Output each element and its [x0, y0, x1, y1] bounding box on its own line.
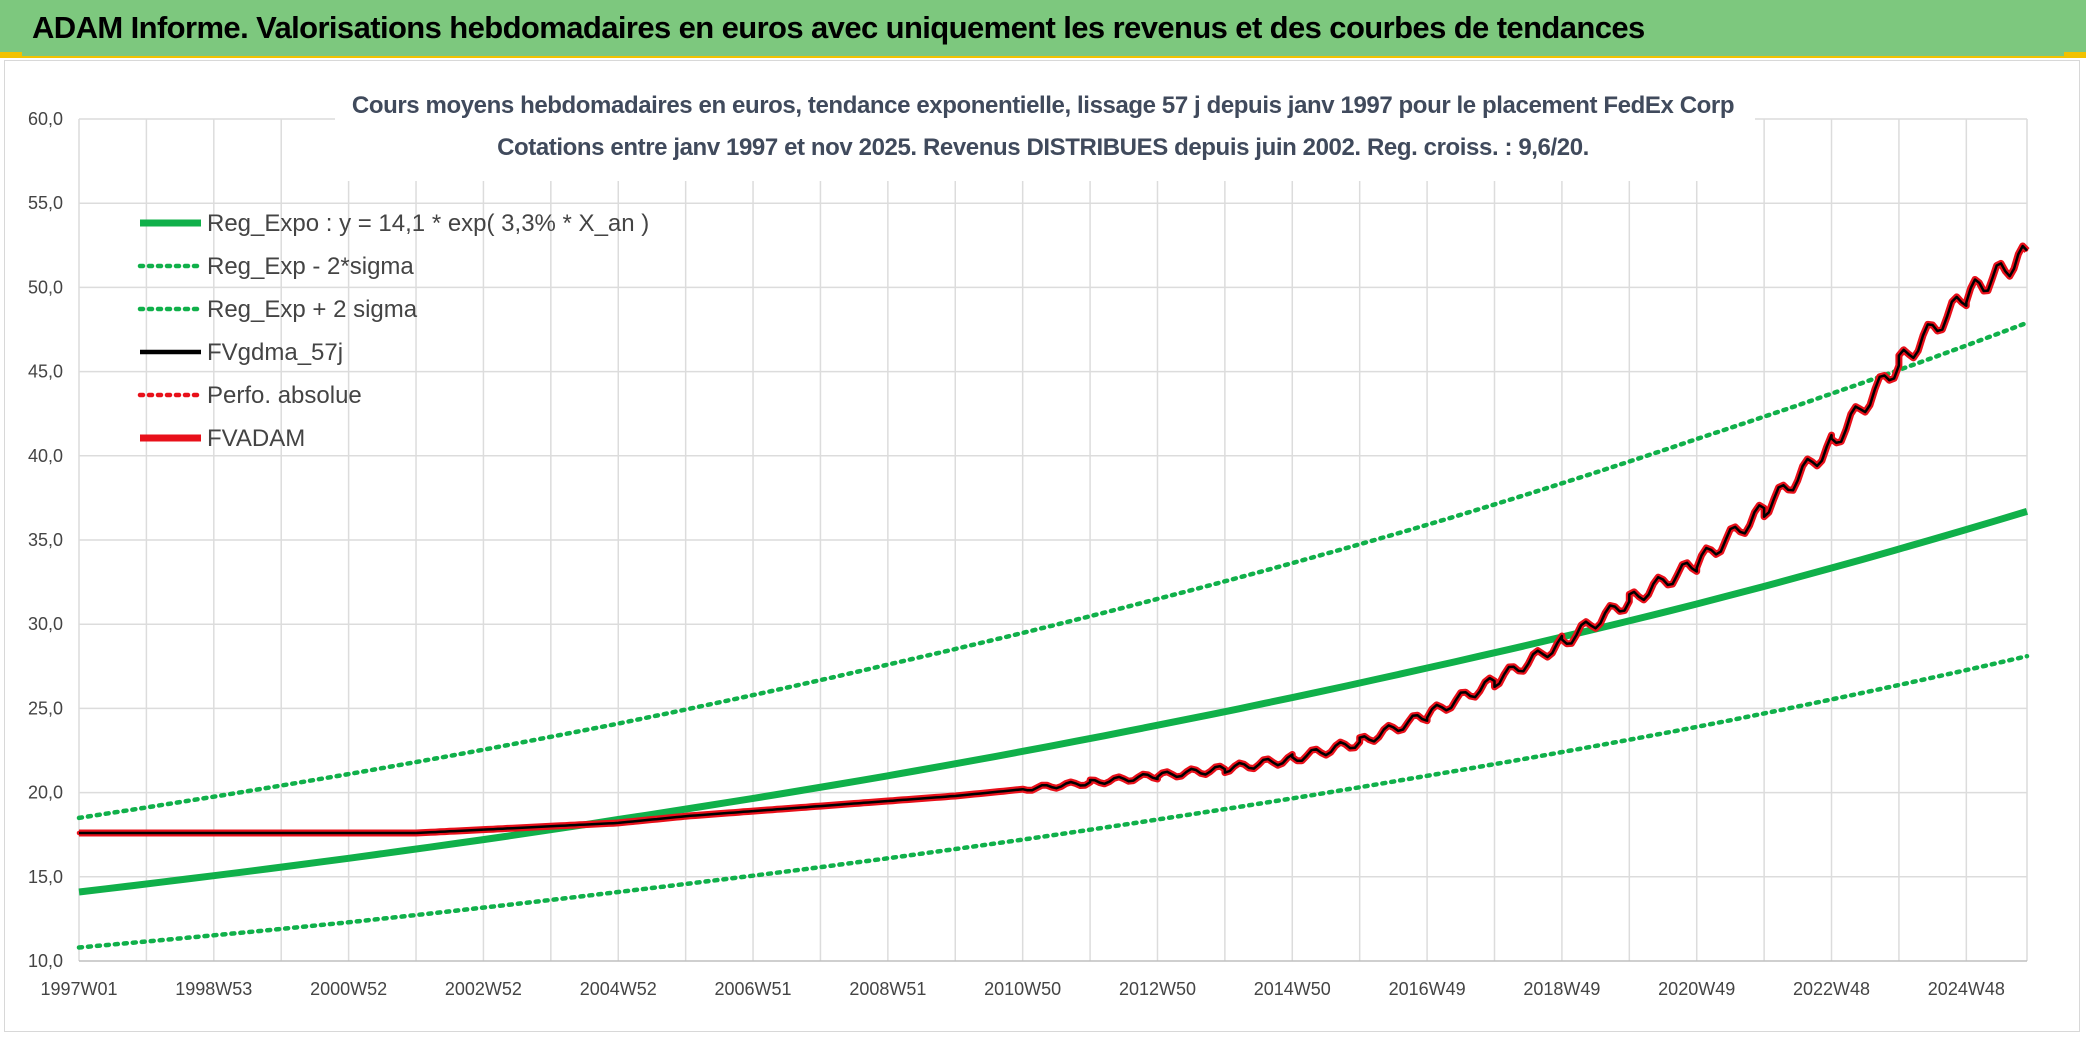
legend-label: Reg_Exp - 2*sigma — [207, 253, 414, 280]
y-tick-label: 20,0 — [28, 783, 63, 803]
legend-label: Reg_Exp + 2 sigma — [207, 296, 418, 323]
x-tick-label: 2022W48 — [1793, 979, 1870, 999]
y-tick-label: 55,0 — [28, 193, 63, 213]
legend-label: Reg_Expo : y = 14,1 * exp( 3,3% * X_an ) — [207, 210, 649, 237]
grid — [78, 118, 2028, 961]
legend-fvadam: FVADAM — [140, 425, 305, 452]
x-tick-label: 2020W49 — [1658, 979, 1735, 999]
reg-plus-sigma-line — [76, 320, 2030, 821]
chart-title-line-2: Cotations entre janv 1997 et nov 2025. R… — [497, 134, 1589, 161]
legend: Reg_Expo : y = 14,1 * exp( 3,3% * X_an )… — [137, 210, 649, 452]
y-tick-label: 45,0 — [28, 362, 63, 382]
reg-minus-sigma-line — [76, 653, 2030, 950]
x-tick-label: 2016W49 — [1389, 979, 1466, 999]
axes: 10,0 15,0 20,0 25,0 30,0 35,0 40,0 45,0 50,0 55,0… — [28, 109, 2027, 999]
reg-expo-line — [78, 508, 2029, 896]
x-tick-label: 2012W50 — [1119, 979, 1196, 999]
y-tick-label: 50,0 — [28, 277, 63, 297]
x-tick-label: 2010W50 — [984, 979, 1061, 999]
y-tick-label: 40,0 — [28, 446, 63, 466]
x-tick-label: 2002W52 — [445, 979, 522, 999]
legend-label: Perfo. absolue — [207, 382, 362, 409]
y-tick-label: 15,0 — [28, 867, 63, 887]
y-tick-label: 60,0 — [28, 109, 63, 129]
chart-frame: 10,0 15,0 20,0 25,0 30,0 35,0 40,0 45,0 50,0 55,0… — [4, 60, 2080, 1032]
corner-accent-left — [0, 52, 22, 58]
corner-accent-right — [2064, 52, 2086, 58]
x-tick-label: 2004W52 — [580, 979, 657, 999]
y-tick-label: 10,0 — [28, 951, 63, 971]
x-tick-label: 2024W48 — [1928, 979, 2005, 999]
y-tick-label: 25,0 — [28, 698, 63, 718]
page-title: ADAM Informe. Valorisations hebdomadaire… — [32, 10, 1645, 45]
x-tick-label: 2014W50 — [1254, 979, 1331, 999]
legend-reg-minus-sigma: Reg_Exp - 2*sigma — [137, 253, 414, 280]
x-tick-label: 2018W49 — [1523, 979, 1600, 999]
x-tick-label: 1998W53 — [175, 979, 252, 999]
x-tick-label: 2000W52 — [310, 979, 387, 999]
legend-fvgdma: FVgdma_57j — [140, 339, 343, 366]
legend-reg-plus-sigma: Reg_Exp + 2 sigma — [137, 296, 418, 323]
legend-label: FVADAM — [207, 425, 305, 452]
fvgdma-line — [79, 244, 2028, 835]
legend-perfo-absolue: Perfo. absolue — [137, 382, 362, 409]
legend-label: FVgdma_57j — [207, 339, 343, 366]
y-tick-label: 30,0 — [28, 614, 63, 634]
chart-title-line-1: Cours moyens hebdomadaires en euros, ten… — [352, 92, 1734, 119]
line-chart: 10,0 15,0 20,0 25,0 30,0 35,0 40,0 45,0 50,0 55,0… — [28, 81, 2030, 999]
x-tick-label: 2006W51 — [715, 979, 792, 999]
x-tick-label: 2008W51 — [849, 979, 926, 999]
title-background — [335, 81, 1755, 181]
x-tick-label: 1997W01 — [40, 979, 117, 999]
y-tick-label: 35,0 — [28, 530, 63, 550]
series — [76, 242, 2030, 950]
legend-reg-expo: Reg_Expo : y = 14,1 * exp( 3,3% * X_an ) — [140, 210, 649, 237]
header-banner: ADAM Informe. Valorisations hebdomadaire… — [0, 0, 2086, 58]
